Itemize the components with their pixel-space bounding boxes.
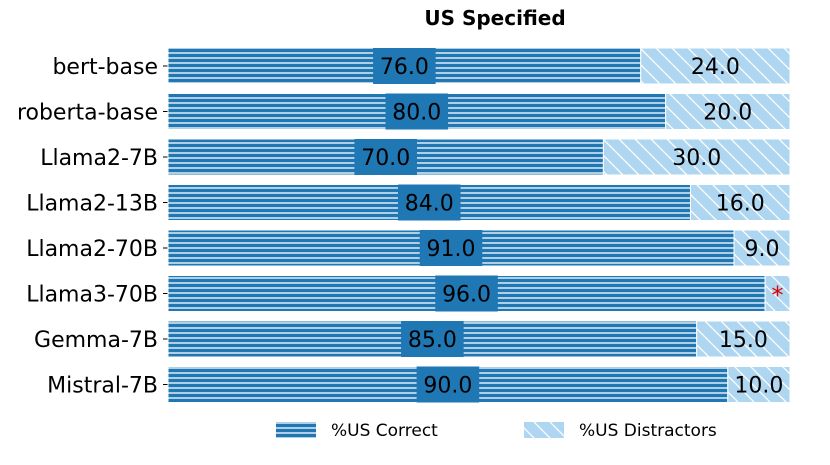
value-label: 84.0 [405, 192, 454, 217]
value-label-bg [385, 93, 449, 130]
category-label: Llama2-13B [26, 192, 158, 217]
category-label: Gemma-7B [34, 328, 158, 353]
value-label: 9.0 [745, 237, 780, 262]
value-label: 76.0 [380, 55, 429, 80]
distractor-bar [696, 320, 791, 358]
legend-swatch-correct [276, 422, 316, 438]
distractor-bar [733, 229, 791, 267]
category-label: Llama2-7B [40, 146, 158, 171]
value-label-bg [373, 48, 436, 84]
value-label: 85.0 [408, 328, 457, 353]
legend: %US Correct %US Distractors [276, 421, 717, 441]
chart-title: US Specified [424, 6, 565, 30]
legend-label: %US Correct [331, 421, 438, 441]
legend-swatch-distractors [524, 422, 564, 438]
value-label: 70.0 [361, 146, 410, 171]
category-label: Llama2-70B [26, 237, 158, 262]
value-label: 80.0 [392, 101, 441, 126]
value-label-bg [416, 366, 480, 403]
value-label-bg [401, 321, 464, 357]
value-label: 10.0 [734, 374, 783, 399]
value-label: 30.0 [672, 146, 721, 171]
legend-label: %US Distractors [579, 421, 717, 441]
distractor-bar [689, 184, 791, 221]
value-label: 20.0 [703, 101, 752, 126]
category-label: bert-base [52, 55, 158, 80]
annotation-marker: * [772, 282, 784, 310]
distractor-bar [665, 93, 791, 130]
category-label: roberta-base [17, 101, 158, 126]
value-label-bg [435, 275, 498, 312]
category-label: Llama3-70B [26, 283, 158, 308]
value-label: 96.0 [442, 283, 491, 308]
value-label-bg [354, 139, 417, 175]
plot-area: bert-base 76.0 24.0 roberta-base 80.0 20.0 Lla… [17, 47, 791, 403]
value-label: 24.0 [691, 55, 740, 80]
category-label: Mistral-7B [47, 374, 158, 399]
distractor-bar [727, 366, 791, 403]
distractor-bar [764, 275, 791, 312]
value-label: 90.0 [423, 374, 472, 399]
value-label: 16.0 [716, 192, 765, 217]
value-label: 15.0 [719, 328, 768, 353]
value-label-bg [397, 184, 461, 221]
value-label: 91.0 [427, 237, 476, 262]
distractor-bar [640, 47, 791, 85]
distractor-bar [602, 138, 791, 176]
value-label-bg [419, 230, 483, 266]
